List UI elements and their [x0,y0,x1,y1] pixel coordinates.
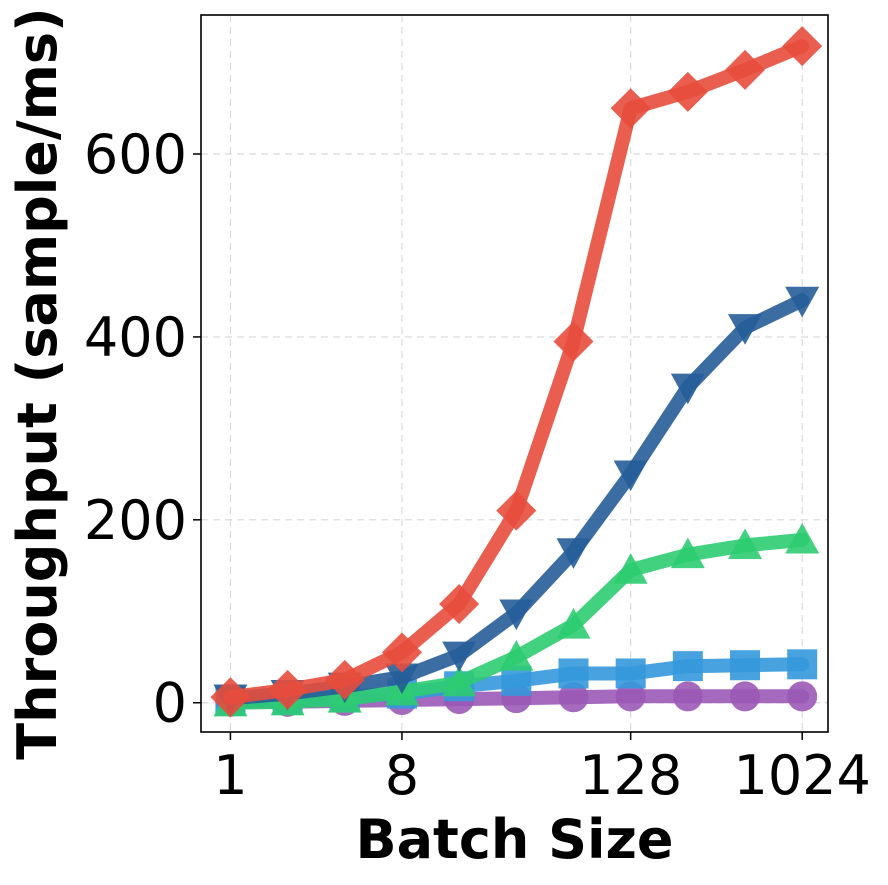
data-point [610,88,651,129]
axis-ticks: 1 8 128 1024 0 200 400 600 [84,123,871,807]
data-point [558,682,589,713]
data-point [615,658,646,689]
data-point [499,640,534,671]
data-point [670,537,705,569]
data-point [267,669,308,710]
data-point [725,49,766,90]
series-layer [210,26,823,718]
data-point [439,583,480,624]
data-point [613,553,648,584]
data-point [785,286,820,318]
data-point [615,681,646,712]
data-point [730,681,761,712]
data-point [728,314,763,345]
x-axis-label: Batch Size [355,808,673,871]
data-point [553,321,594,362]
y-axis-label: Throughput (sample/ms) [6,7,69,759]
plot-frame [200,14,829,733]
x-tick-label: 1024 [733,744,870,807]
data-point [667,71,708,112]
y-tick-label: 0 [153,672,187,735]
data-point [442,641,477,673]
data-point [501,665,532,696]
x-tick-label: 8 [385,744,419,807]
data-point [384,663,419,695]
data-point [787,681,818,712]
data-point [556,538,591,569]
data-point [613,460,648,492]
data-point [210,677,251,718]
x-tick-label: 1 [213,744,247,807]
data-point [728,528,763,560]
data-point [496,490,537,531]
x-tick-label: 128 [579,744,682,807]
data-point [785,522,820,554]
data-point [672,651,703,682]
data-point [324,659,365,700]
y-tick-label: 200 [84,489,187,552]
data-point [672,681,703,712]
data-point [442,665,477,697]
y-tick-label: 600 [84,123,187,186]
series-diamond [210,26,823,718]
data-point [730,650,761,681]
data-point [787,649,818,680]
y-tick-label: 400 [84,306,187,369]
data-point [556,607,591,639]
data-point [782,26,823,67]
data-point [670,373,705,405]
data-point [499,599,534,631]
data-point [381,632,422,673]
data-point [558,658,589,689]
